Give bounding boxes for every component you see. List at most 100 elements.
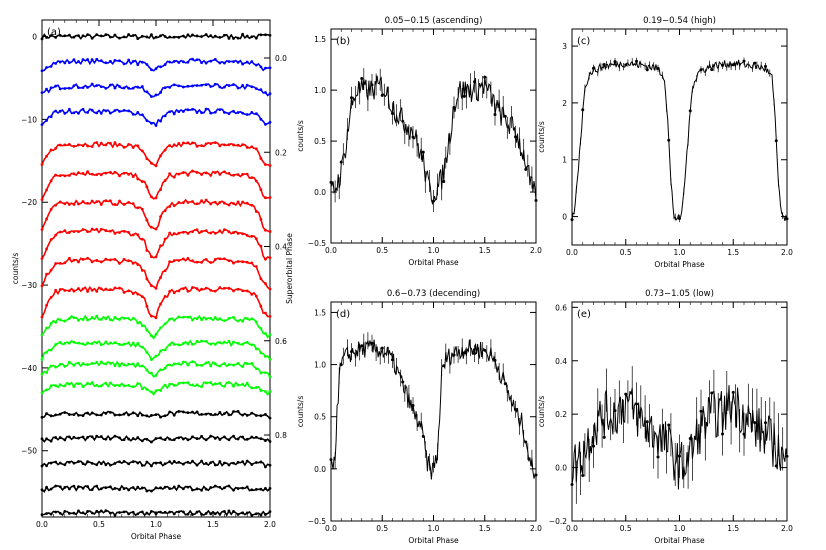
stacked-curve-point xyxy=(49,461,53,465)
stacked-curve-point xyxy=(218,341,222,344)
stacked-curve-point xyxy=(163,485,167,489)
stacked-curve-point xyxy=(254,265,258,268)
stacked-curve-point xyxy=(58,288,62,291)
stacked-curve-point xyxy=(54,413,58,417)
stacked-curve-point xyxy=(236,319,240,323)
stacked-curve-point xyxy=(118,436,121,440)
stacked-curve-point xyxy=(159,188,162,191)
stacked-curve-point xyxy=(99,260,103,264)
stacked-curve-point xyxy=(104,229,108,232)
stacked-curve-point xyxy=(67,360,71,364)
stacked-curve-point xyxy=(268,196,272,199)
stacked-curve-point xyxy=(109,511,112,515)
stacked-curve-point xyxy=(236,111,240,114)
stacked-curve-point xyxy=(140,295,144,299)
stacked-curve-point xyxy=(63,202,67,206)
stacked-curve-point xyxy=(186,201,190,204)
stacked-curve-point xyxy=(104,411,108,415)
stacked-curve-point xyxy=(127,58,131,62)
stacked-curve-point xyxy=(154,373,158,377)
stacked-curve-point xyxy=(245,340,249,344)
stacked-curve-point xyxy=(241,319,245,323)
stacked-curve-point xyxy=(90,108,94,112)
stacked-curve-point xyxy=(58,485,62,489)
stacked-curve-point xyxy=(118,460,121,464)
stacked-curve-point xyxy=(181,437,185,441)
stacked-curve-point xyxy=(163,294,167,298)
stacked-curve-point xyxy=(218,61,222,65)
y-tick-label: 1 xyxy=(562,156,567,165)
stacked-curve xyxy=(40,360,272,379)
stacked-curve-point xyxy=(163,114,167,118)
stacked-curve-point xyxy=(67,487,71,491)
stacked-curve-point xyxy=(54,484,58,488)
stacked-curve-point xyxy=(140,345,144,349)
stacked-curve-point xyxy=(245,413,249,417)
stacked-curve-point xyxy=(218,173,222,176)
stacked-curve-point xyxy=(232,231,235,234)
stacked-curve-point xyxy=(150,33,153,37)
x-tick-label: 0.5 xyxy=(376,524,388,533)
stacked-curve-point xyxy=(49,364,53,368)
stacked-curve-point xyxy=(195,437,199,440)
stacked-curve-point xyxy=(264,487,267,490)
stacked-curve-point xyxy=(159,461,162,465)
stacked-curve-point xyxy=(232,143,235,147)
stacked-curve-point xyxy=(90,362,94,365)
stacked-curve-point xyxy=(254,414,258,417)
stacked-curve xyxy=(40,198,272,233)
stacked-curve-point xyxy=(159,368,162,372)
stacked-curve xyxy=(40,82,272,98)
stacked-curve-point xyxy=(118,318,121,321)
stacked-curve-point xyxy=(168,487,172,491)
stacked-curve-point xyxy=(63,34,67,38)
stacked-curve-point xyxy=(136,63,140,67)
stacked-curve-point xyxy=(122,460,126,463)
stacked-curve-point xyxy=(63,229,67,233)
light-curve-c xyxy=(570,57,789,224)
x-tick-label: 1.0 xyxy=(674,248,686,257)
stacked-curve-point xyxy=(145,119,149,122)
stacked-curve-point xyxy=(90,288,94,292)
stacked-curve-point xyxy=(254,487,258,491)
stacked-curve-point xyxy=(241,232,245,236)
data-point xyxy=(721,432,724,436)
stacked-curve-point xyxy=(181,487,185,491)
stacked-curve-point xyxy=(218,229,222,233)
stacked-curve-point xyxy=(113,413,117,417)
stacked-curve-point xyxy=(227,413,231,417)
stacked-curve-point xyxy=(172,383,176,387)
stacked-curve-point xyxy=(213,343,217,346)
stacked-curve-point xyxy=(250,110,254,114)
stacked-curve-point xyxy=(45,464,48,468)
stacked-curve-point xyxy=(140,510,144,514)
stacked-curve-point xyxy=(200,459,204,463)
stacked-curve-point xyxy=(140,237,144,241)
stacked-curve-point xyxy=(81,414,85,417)
stacked-curve-point xyxy=(186,232,190,235)
stacked-curve-point xyxy=(99,59,103,63)
stacked-curve-point xyxy=(218,286,222,289)
stacked-curve-point xyxy=(99,287,103,291)
stacked-curve-point xyxy=(264,282,267,285)
stacked-curve-point xyxy=(209,59,213,63)
stacked-curve-point xyxy=(200,61,204,65)
stacked-curve-point xyxy=(40,198,44,202)
stacked-curve-point xyxy=(122,412,126,416)
stacked-curve-point xyxy=(109,410,112,414)
stacked-curve-point xyxy=(195,410,199,414)
y-tick-label: 0.5 xyxy=(314,137,326,146)
stacked-curve-point xyxy=(264,196,267,200)
stacked-curve-point xyxy=(113,257,117,261)
stacked-curve-point xyxy=(200,318,204,322)
stacked-curve-point xyxy=(113,462,117,465)
stacked-curve-point xyxy=(90,227,94,231)
stacked-curve-point xyxy=(131,112,135,116)
stacked-curve-point xyxy=(127,462,131,466)
stacked-curve-point xyxy=(40,228,44,231)
stacked-curve-point xyxy=(81,511,85,515)
stacked-curve-point xyxy=(204,142,208,146)
stacked-curve-point xyxy=(45,512,48,515)
stacked-curve-point xyxy=(154,93,158,97)
stacked-curve-point xyxy=(45,188,48,192)
